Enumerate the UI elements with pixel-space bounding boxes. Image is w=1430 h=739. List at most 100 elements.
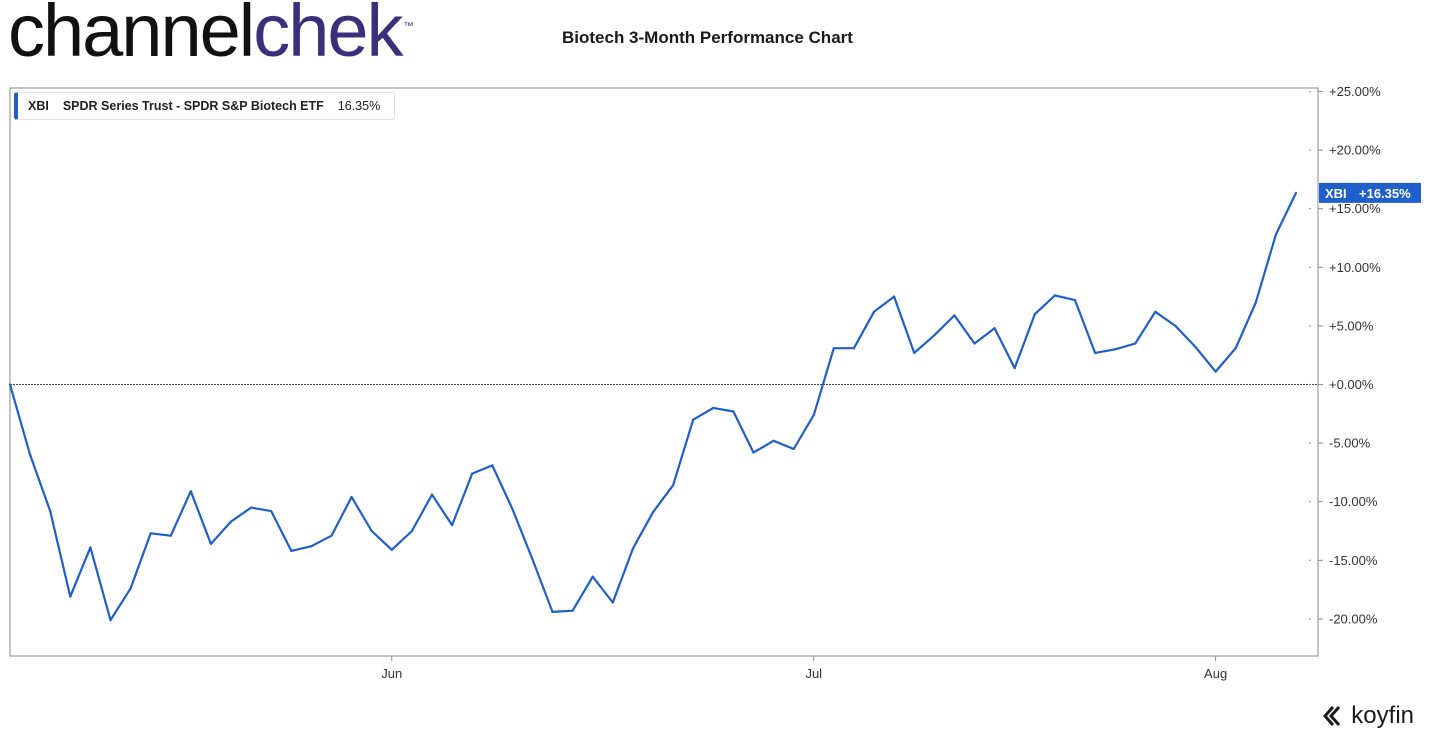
logo-part-2: chek — [253, 0, 403, 72]
chart-title: Biotech 3-Month Performance Chart — [562, 28, 853, 47]
y-tick-label: -5.00% — [1329, 436, 1371, 451]
y-tick-label: -20.00% — [1329, 611, 1378, 626]
data-point — [350, 495, 353, 499]
data-point — [631, 547, 635, 550]
data-point — [692, 418, 695, 421]
data-point — [471, 472, 474, 475]
data-point — [109, 619, 112, 622]
data-point — [933, 334, 936, 337]
y-tick-label: -10.00% — [1329, 494, 1378, 509]
y-tick-dot — [1309, 90, 1311, 93]
data-point — [149, 532, 152, 535]
data-point — [1214, 370, 1217, 373]
last-value-badge — [1319, 182, 1421, 203]
y-tick-dot — [1309, 207, 1311, 210]
data-point — [1134, 342, 1137, 345]
data-point — [229, 520, 233, 523]
y-tick-label: +10.00% — [1329, 260, 1381, 275]
y-tick-label: +5.00% — [1329, 318, 1374, 333]
data-point — [29, 453, 32, 456]
logo-part-1: channel — [8, 0, 255, 72]
koyfin-icon — [1323, 706, 1341, 726]
data-point — [893, 295, 896, 298]
y-tick-dot — [1309, 500, 1311, 503]
data-point — [250, 506, 253, 509]
data-point — [1094, 351, 1097, 354]
data-point — [1033, 313, 1036, 316]
y-tick-dot — [1309, 383, 1311, 386]
last-value-text: +16.35% — [1359, 186, 1411, 201]
plot-frame — [9, 87, 1319, 657]
data-point — [270, 510, 273, 513]
y-tick-dot — [1309, 149, 1311, 151]
data-point — [913, 351, 916, 354]
data-point — [209, 542, 212, 546]
data-point — [410, 529, 413, 533]
data-point — [370, 529, 373, 533]
y-tick-label: -15.00% — [1329, 553, 1378, 568]
data-point — [1154, 310, 1157, 313]
data-point — [89, 546, 92, 549]
data-point — [812, 413, 815, 417]
data-point — [551, 610, 554, 614]
x-tick-label: Jun — [381, 666, 402, 681]
legend-series-name: SPDR Series Trust - SPDR S&P Biotech ETF — [62, 99, 324, 113]
series-line-xbi — [8, 192, 1297, 622]
data-point — [330, 534, 333, 537]
data-point — [390, 548, 393, 551]
data-point — [651, 511, 655, 514]
data-point — [852, 347, 856, 350]
y-tick-label: +25.00% — [1329, 84, 1381, 99]
data-point — [1254, 301, 1257, 304]
series-legend[interactable]: XBI SPDR Series Trust - SPDR S&P Biotech… — [14, 92, 396, 120]
data-point — [1294, 191, 1298, 194]
data-point — [189, 490, 192, 493]
data-point — [1013, 367, 1016, 370]
data-point — [8, 383, 12, 386]
x-tick-label: Aug — [1204, 666, 1227, 681]
data-point — [591, 575, 594, 578]
last-value-ticker: XBI — [1325, 186, 1347, 201]
data-point — [872, 310, 876, 313]
data-point — [531, 558, 534, 561]
data-point — [611, 601, 614, 604]
legend-series-value: 16.35% — [337, 99, 381, 113]
data-point — [792, 447, 795, 451]
y-tick-dot — [1309, 442, 1311, 444]
x-tick-label: Jul — [805, 666, 822, 681]
y-tick-dot — [1309, 266, 1311, 269]
koyfin-brand: koyfin — [1321, 702, 1414, 730]
data-point — [973, 342, 976, 345]
y-tick-dot — [1309, 559, 1311, 562]
channelchek-logo: channelchek ™ — [8, 0, 414, 68]
data-point — [1194, 345, 1197, 349]
data-point — [290, 549, 293, 553]
data-point — [732, 410, 735, 413]
y-tick-dot — [1309, 618, 1311, 620]
data-point — [953, 314, 956, 317]
y-tick-label: +0.00% — [1329, 377, 1374, 392]
data-point — [1073, 299, 1077, 302]
brand-text: koyfin — [1351, 702, 1414, 729]
data-point — [451, 524, 454, 527]
data-point — [993, 327, 996, 330]
data-point — [832, 347, 835, 350]
data-point — [571, 609, 574, 612]
data-point — [49, 510, 52, 513]
legend-ticker: XBI — [28, 99, 49, 113]
y-tick-label: +20.00% — [1329, 143, 1381, 158]
data-point — [672, 484, 675, 487]
data-point — [1053, 294, 1056, 297]
data-point — [712, 406, 715, 409]
data-point — [772, 439, 775, 442]
data-point — [169, 534, 172, 537]
data-point — [1174, 324, 1177, 327]
y-tick-label: +15.00% — [1329, 201, 1381, 216]
data-point — [1114, 348, 1117, 351]
data-point — [69, 595, 72, 598]
data-point — [1274, 233, 1277, 236]
data-point — [752, 451, 755, 454]
logo-trademark: ™ — [403, 21, 414, 32]
data-point — [129, 587, 132, 590]
